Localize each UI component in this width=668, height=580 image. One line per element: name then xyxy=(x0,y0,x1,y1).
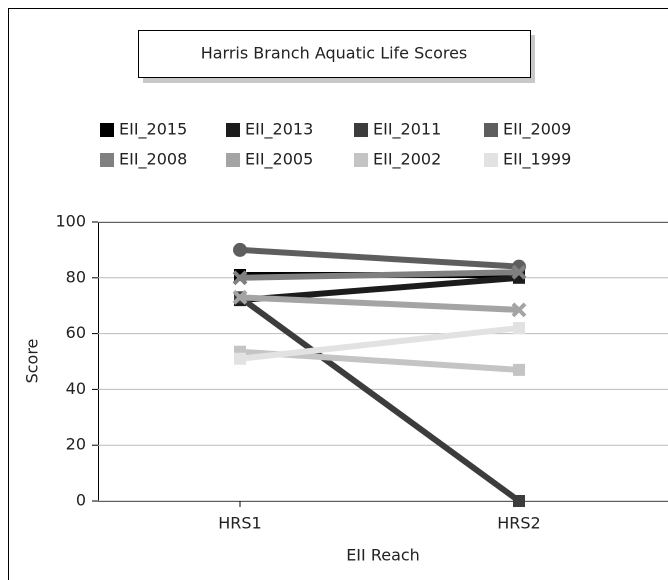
title-box xyxy=(138,30,531,78)
series-line xyxy=(239,325,520,362)
legend-swatch xyxy=(484,153,498,167)
legend-label: EII_2005 xyxy=(245,150,313,170)
legend-swatch xyxy=(100,123,114,137)
legend-swatch xyxy=(226,123,240,137)
legend-swatch xyxy=(484,123,498,137)
series-line xyxy=(238,294,521,504)
y-tick-label: 20 xyxy=(66,435,86,454)
legend-swatch xyxy=(100,153,114,167)
legend-label: EII_2009 xyxy=(503,120,571,140)
legend-swatch xyxy=(354,123,368,137)
series-line xyxy=(239,269,520,281)
series-line xyxy=(239,294,520,313)
series-line xyxy=(239,274,520,304)
legend-swatch xyxy=(226,153,240,167)
chart-title: Harris Branch Aquatic Life Scores xyxy=(201,44,468,63)
legend-swatch xyxy=(354,153,368,167)
point xyxy=(232,270,248,286)
point xyxy=(513,322,525,335)
legend-label: EII_2015 xyxy=(119,120,187,140)
point xyxy=(234,352,246,365)
x-axis-label: EII Reach xyxy=(346,546,420,565)
point xyxy=(513,495,525,507)
series-line xyxy=(239,246,520,270)
legend-label: EII_2013 xyxy=(245,120,313,140)
x-tick-label: HRS2 xyxy=(497,514,540,533)
legend-label: EII_2008 xyxy=(119,150,187,170)
legend-label: EII_2011 xyxy=(373,120,441,140)
legend-label: EII_1999 xyxy=(503,150,571,170)
y-axis-label: Score xyxy=(23,339,42,384)
y-tick-label: 60 xyxy=(66,323,86,342)
point xyxy=(232,289,248,305)
point xyxy=(233,242,247,257)
y-tick-label: 100 xyxy=(55,212,86,231)
legend-label: EII_2002 xyxy=(373,150,441,170)
y-tick-label: 0 xyxy=(76,491,86,510)
x-tick-label: HRS1 xyxy=(218,514,261,533)
point xyxy=(511,302,527,318)
y-tick-label: 80 xyxy=(66,267,86,286)
y-tick-label: 40 xyxy=(66,379,86,398)
point xyxy=(511,264,527,280)
point xyxy=(513,363,525,376)
